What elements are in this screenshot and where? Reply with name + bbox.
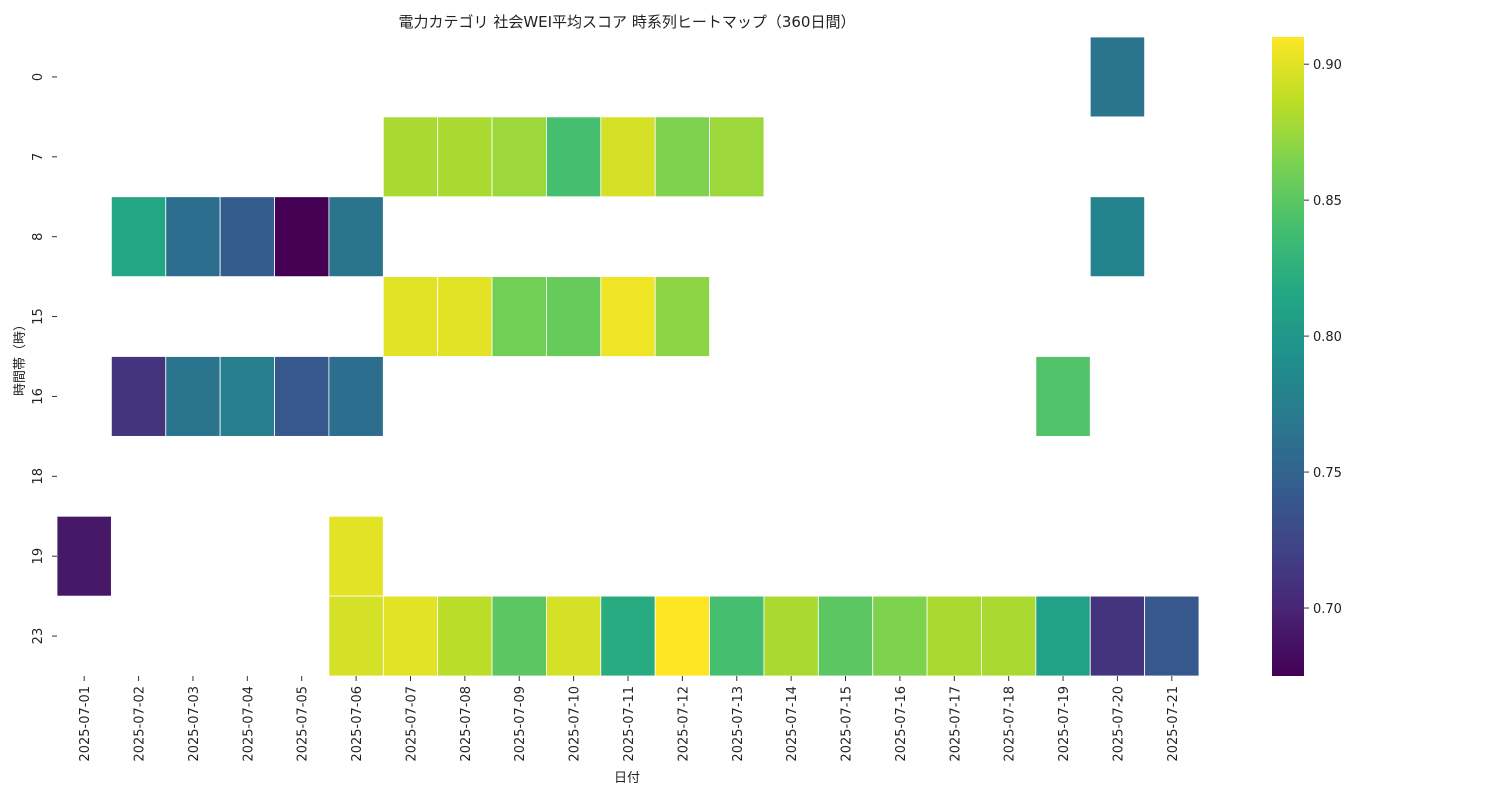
y-tick-label: 8 <box>31 233 46 241</box>
heatmap-cell <box>56 515 112 597</box>
heatmap-cell <box>110 196 167 278</box>
heatmap-cell <box>491 116 547 198</box>
heatmap-cell <box>654 276 710 357</box>
x-tick-label: 2025-07-18 <box>1003 686 1018 762</box>
x-axis-label: 日付 <box>614 771 640 786</box>
colorbar-tick-label: 0.70 <box>1313 602 1342 617</box>
x-tick-label: 2025-07-06 <box>350 686 365 762</box>
heatmap-cell <box>328 196 384 278</box>
colorbar-ticks: 0.70 0.75 0.80 0.85 0.90 <box>1304 58 1342 617</box>
x-tick-label: 2025-07-19 <box>1057 686 1072 762</box>
heatmap-cell <box>600 595 656 677</box>
heatmap-cell <box>1144 595 1200 677</box>
x-tick-label: 2025-07-17 <box>948 686 963 762</box>
heatmap-cell <box>219 356 275 437</box>
heatmap-cell <box>491 595 547 677</box>
x-tick-label: 2025-07-09 <box>513 686 528 762</box>
x-tick-label: 2025-07-20 <box>1111 686 1126 762</box>
colorbar-tick-label: 0.80 <box>1313 330 1342 345</box>
y-tick-label: 15 <box>31 308 46 325</box>
heatmap-cell <box>654 116 710 198</box>
colorbar-tick-label: 0.75 <box>1313 466 1342 481</box>
y-tick-label: 7 <box>31 153 46 161</box>
heatmap-cell <box>165 196 221 278</box>
x-tick-label: 2025-07-12 <box>676 686 691 762</box>
heatmap-cell <box>382 595 439 677</box>
heatmap-cell <box>872 595 928 677</box>
heatmap-cell <box>328 356 384 437</box>
x-tick-label: 2025-07-15 <box>840 686 855 762</box>
y-tick-label: 16 <box>31 388 46 405</box>
colorbar-tick-label: 0.90 <box>1313 58 1342 73</box>
heatmap-cells <box>56 36 1200 677</box>
heatmap-cell <box>437 276 493 357</box>
y-tick-label: 0 <box>31 73 46 81</box>
y-tick-label: 19 <box>31 548 46 565</box>
heatmap-cell <box>274 356 330 437</box>
heatmap-cell <box>1089 196 1146 278</box>
x-tick-label: 2025-07-14 <box>785 686 800 762</box>
x-tick-label: 2025-07-21 <box>1166 686 1181 762</box>
heatmap-cell <box>1035 356 1091 437</box>
x-axis-ticks: 2025-07-01 2025-07-02 2025-07-03 2025-07-04… <box>78 676 1181 762</box>
colorbar-tick-label: 0.85 <box>1313 194 1342 209</box>
x-tick-label: 2025-07-16 <box>894 686 909 762</box>
heatmap-cell <box>981 595 1037 677</box>
heatmap-cell <box>546 276 602 357</box>
colorbar <box>1272 37 1304 676</box>
heatmap-cell <box>437 116 493 198</box>
x-tick-label: 2025-07-08 <box>459 686 474 762</box>
heatmap-cell <box>382 276 439 357</box>
y-axis-label: 時間帯（時） <box>13 318 28 396</box>
y-tick-label: 23 <box>31 628 46 645</box>
heatmap-cell <box>654 595 710 677</box>
heatmap-cell <box>600 116 656 198</box>
heatmap-cell <box>110 356 167 437</box>
heatmap-cell <box>709 116 765 198</box>
y-axis-ticks: 0 7 8 15 16 18 19 23 <box>31 73 57 645</box>
x-tick-label: 2025-07-11 <box>622 686 637 762</box>
x-tick-label: 2025-07-13 <box>731 686 746 762</box>
heatmap-cell <box>328 515 384 597</box>
heatmap-cell <box>491 276 547 357</box>
heatmap-cell <box>165 356 221 437</box>
heatmap-cell <box>274 196 330 278</box>
heatmap-cell <box>328 595 384 677</box>
x-tick-label: 2025-07-02 <box>133 686 148 762</box>
heatmap-cell <box>1089 595 1146 677</box>
heatmap-cell <box>437 595 493 677</box>
y-tick-label: 18 <box>31 468 46 485</box>
heatmap-cell <box>1035 595 1091 677</box>
heatmap-cell <box>546 595 602 677</box>
heatmap-cell <box>926 595 982 677</box>
x-tick-label: 2025-07-05 <box>296 686 311 762</box>
heatmap-cell <box>817 595 874 677</box>
heatmap-cell <box>546 116 602 198</box>
x-tick-label: 2025-07-10 <box>568 686 583 762</box>
heatmap-cell <box>1089 36 1146 118</box>
heatmap-cell <box>709 595 765 677</box>
chart-title: 電力カテゴリ 社会WEI平均スコア 時系列ヒートマップ（360日間） <box>399 13 856 31</box>
heatmap-cell <box>382 116 439 198</box>
x-tick-label: 2025-07-07 <box>404 686 419 762</box>
heatmap-cell <box>600 276 656 357</box>
heatmap-cell <box>763 595 819 677</box>
heatmap-cell <box>219 196 275 278</box>
x-tick-label: 2025-07-03 <box>187 686 202 762</box>
x-tick-label: 2025-07-01 <box>78 686 93 762</box>
x-tick-label: 2025-07-04 <box>241 686 256 762</box>
